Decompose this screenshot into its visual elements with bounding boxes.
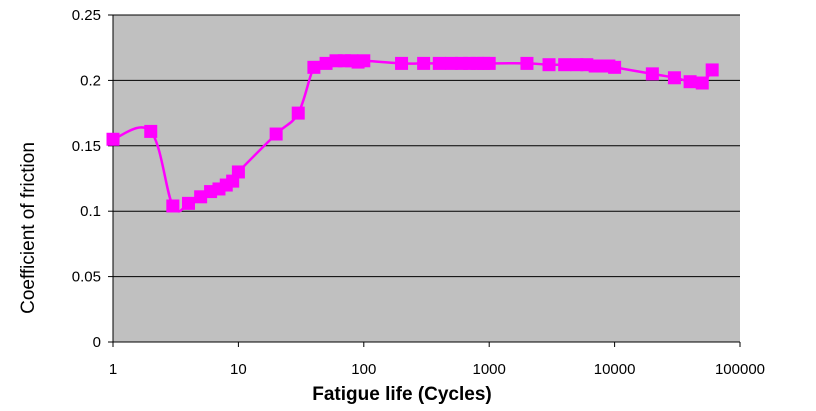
- data-point-marker: [645, 67, 659, 81]
- data-point-marker: [144, 124, 158, 138]
- data-point-marker: [432, 56, 446, 70]
- data-point-marker: [683, 75, 697, 89]
- data-point-marker: [695, 76, 709, 90]
- data-point-marker: [194, 190, 208, 204]
- data-point-marker: [357, 54, 371, 68]
- data-point-marker: [705, 63, 719, 77]
- y-tick-label: 0: [93, 334, 101, 351]
- series-markers: [106, 54, 719, 213]
- y-tick-labels: 0 0.05 0.1 0.15 0.2 0.25: [72, 7, 113, 351]
- data-point-marker: [608, 60, 622, 74]
- y-tick-label: 0.15: [72, 138, 101, 155]
- data-point-marker: [542, 58, 556, 72]
- x-axis-label: Fatigue life (Cycles): [312, 384, 492, 405]
- data-point-marker: [166, 199, 180, 213]
- data-point-marker: [181, 196, 195, 210]
- data-point-marker: [482, 56, 496, 70]
- x-tick-label: 1000: [473, 361, 506, 378]
- data-point-marker: [667, 71, 681, 85]
- data-point-marker: [444, 56, 458, 70]
- data-point-marker: [570, 58, 584, 72]
- data-point-marker: [269, 127, 283, 141]
- data-point-marker: [395, 56, 409, 70]
- y-tick-label: 0.25: [72, 7, 101, 24]
- data-point-marker: [520, 56, 534, 70]
- y-axis-label: Coefficient of friction: [18, 142, 39, 314]
- y-tick-label: 0.1: [80, 203, 101, 220]
- x-tick-label: 100000: [715, 361, 765, 378]
- data-point-marker: [319, 56, 333, 70]
- axes: [112, 15, 740, 343]
- data-point-marker: [558, 58, 572, 72]
- x-tick-label: 10: [230, 361, 247, 378]
- y-tick-label: 0.2: [80, 72, 101, 89]
- gridlines: [113, 14, 740, 278]
- y-tick-label: 0.05: [72, 269, 101, 286]
- data-point-marker: [231, 165, 245, 179]
- data-point-marker: [106, 132, 120, 146]
- x-tick-label: 10000: [594, 361, 636, 378]
- data-point-marker: [417, 56, 431, 70]
- data-point-marker: [307, 60, 321, 74]
- x-tick-labels: 1 10 100 1000 10000 100000: [109, 342, 765, 378]
- x-tick-label: 100: [351, 361, 376, 378]
- data-point-marker: [291, 106, 305, 120]
- x-tick-label: 1: [109, 361, 117, 378]
